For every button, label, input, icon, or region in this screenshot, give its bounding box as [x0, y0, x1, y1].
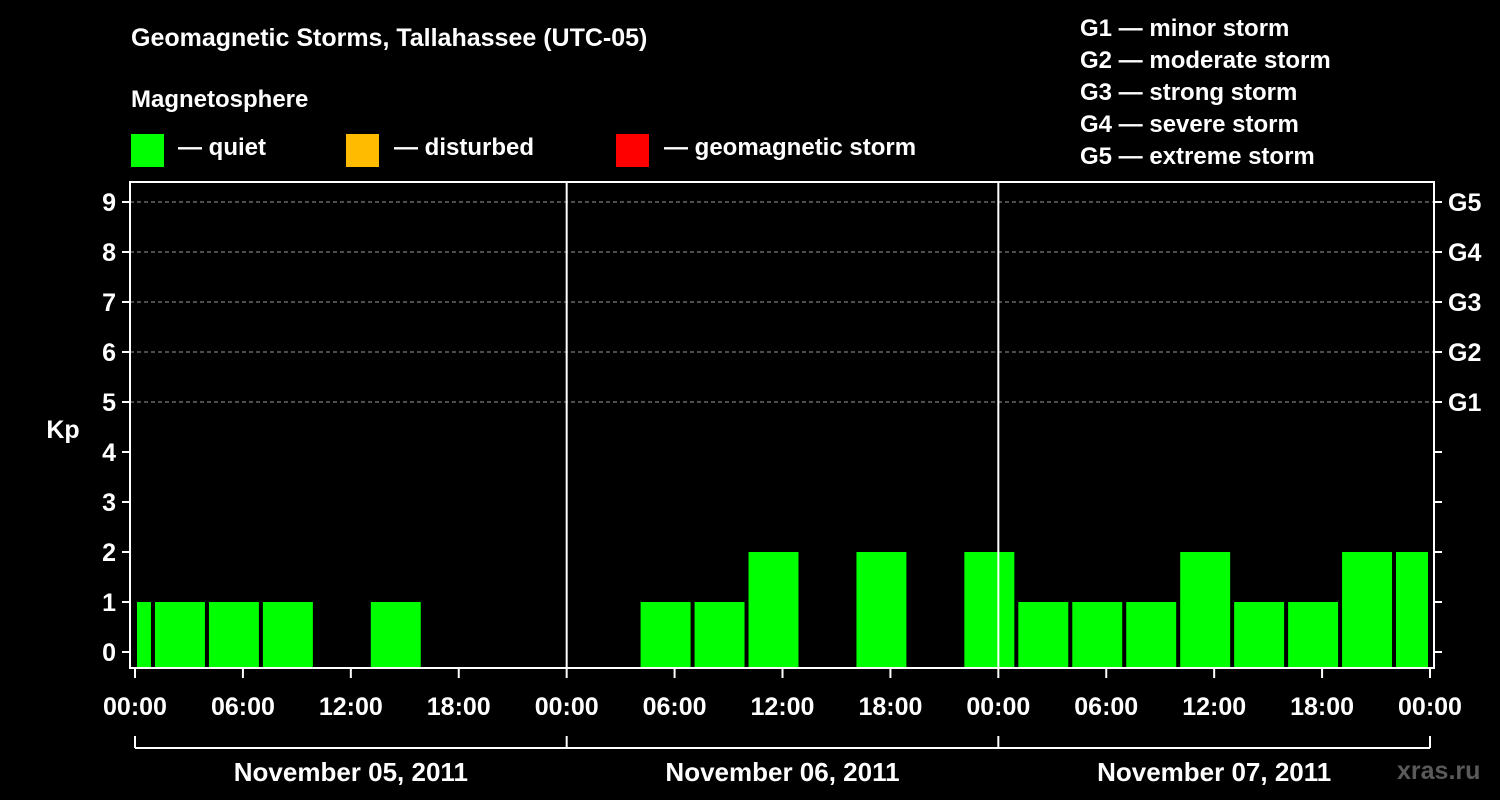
- kp-bar-1: [154, 602, 205, 668]
- y-tick-label-0: 0: [102, 639, 116, 667]
- x-tick-label-2: 12:00: [319, 693, 383, 721]
- right-tick-label-g1: G1: [1448, 389, 1481, 417]
- kp-bar-5: [370, 602, 421, 668]
- y-tick-label-7: 7: [102, 289, 116, 317]
- x-tick-label-6: 12:00: [751, 693, 815, 721]
- x-tick-label-7: 18:00: [858, 693, 922, 721]
- x-tick-label-8: 00:00: [966, 693, 1030, 721]
- kp-bar-0: [137, 602, 151, 668]
- kp-bar-21: [1234, 602, 1285, 668]
- x-tick-label-0: 00:00: [103, 693, 167, 721]
- legend-label-disturbed: — disturbed: [394, 134, 535, 161]
- kp-bar-18: [1072, 602, 1123, 668]
- x-tick-label-12: 00:00: [1398, 693, 1462, 721]
- chart-title: Geomagnetic Storms, Tallahassee (UTC-05): [131, 24, 648, 52]
- storm-scale-g1: G1 — minor storm: [1080, 15, 1290, 42]
- right-tick-label-g3: G3: [1448, 289, 1481, 317]
- kp-bar-24: [1396, 552, 1428, 668]
- kp-bar-22: [1288, 602, 1339, 668]
- x-tick-label-1: 06:00: [211, 693, 275, 721]
- y-tick-label-6: 6: [102, 339, 116, 367]
- chart-axes: 0 1 2 3 4 5 6 7 8 9 G1 G2 G3 G4 G5 Kp 00:00 06:00 12:00 18:…: [46, 181, 1481, 787]
- y-axis-label: Kp: [46, 416, 79, 444]
- day-label-0: November 05, 2011: [234, 757, 468, 787]
- kp-bar-20: [1180, 552, 1231, 668]
- y-tick-label-5: 5: [102, 389, 116, 417]
- kp-bar-16: [964, 552, 1015, 668]
- right-tick-label-g2: G2: [1448, 339, 1481, 367]
- watermark: xras.ru: [1397, 757, 1481, 785]
- day-label-1: November 06, 2011: [665, 757, 899, 787]
- kp-bar-23: [1342, 552, 1393, 668]
- storm-scale-g3: G3 — strong storm: [1080, 79, 1298, 106]
- kp-bar-14: [856, 552, 907, 668]
- y-tick-label-8: 8: [102, 239, 116, 267]
- x-tick-label-11: 18:00: [1290, 693, 1354, 721]
- x-tick-label-9: 06:00: [1074, 693, 1138, 721]
- kp-bar-17: [1018, 602, 1069, 668]
- legend-swatch-quiet: [131, 134, 164, 167]
- x-tick-label-5: 06:00: [643, 693, 707, 721]
- legend-label-storm: — geomagnetic storm: [664, 134, 917, 161]
- x-tick-label-10: 12:00: [1182, 693, 1246, 721]
- storm-scale-g2: G2 — moderate storm: [1080, 47, 1331, 74]
- right-tick-label-g4: G4: [1448, 239, 1481, 267]
- kp-bars: [137, 552, 1428, 668]
- y-tick-label-4: 4: [102, 439, 116, 467]
- kp-bar-2: [208, 602, 259, 668]
- kp-bar-10: [640, 602, 691, 668]
- legend-swatch-storm: [616, 134, 649, 167]
- right-tick-label-g5: G5: [1448, 189, 1481, 217]
- chart-subtitle: Magnetosphere: [131, 86, 309, 113]
- storm-scale-g5: G5 — extreme storm: [1080, 143, 1315, 170]
- y-tick-label-9: 9: [102, 189, 116, 217]
- day-label-2: November 07, 2011: [1097, 757, 1331, 787]
- x-tick-label-3: 18:00: [427, 693, 491, 721]
- kp-bar-19: [1126, 602, 1177, 668]
- storm-scale-g4: G4 — severe storm: [1080, 111, 1299, 138]
- legend-swatch-disturbed: [346, 134, 379, 167]
- legend-label-quiet: — quiet: [178, 134, 266, 161]
- y-tick-label-1: 1: [102, 589, 116, 617]
- grid-lines: [130, 201, 1434, 403]
- kp-bar-12: [748, 552, 799, 668]
- x-tick-label-4: 00:00: [535, 693, 599, 721]
- y-tick-label-2: 2: [102, 539, 116, 567]
- kp-bar-11: [694, 602, 745, 668]
- kp-bar-3: [262, 602, 313, 668]
- y-tick-label-3: 3: [102, 489, 116, 517]
